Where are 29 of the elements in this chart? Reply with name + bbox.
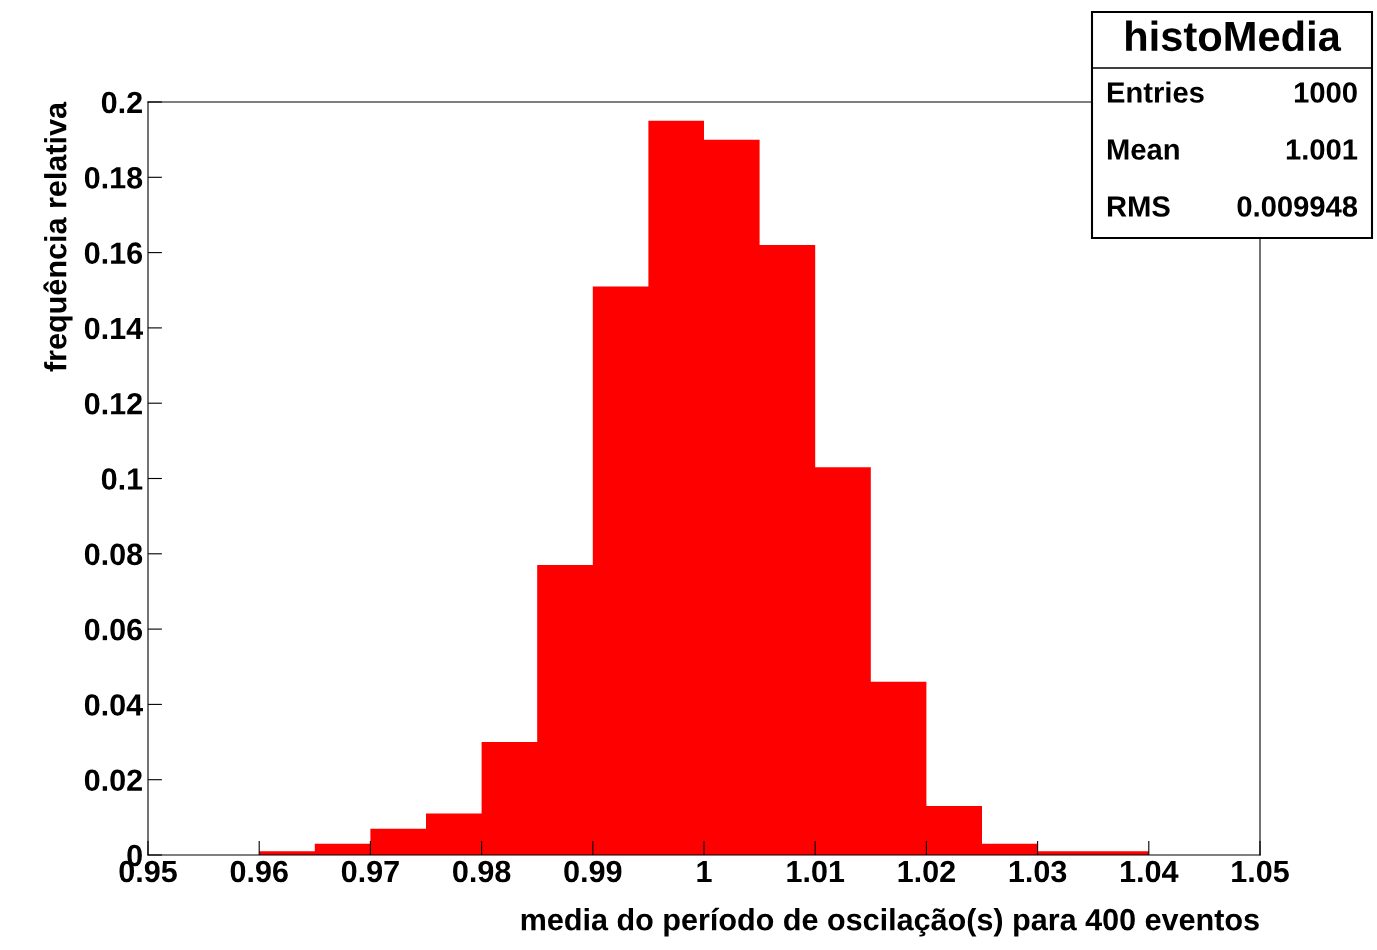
x-tick-label: 1.02 <box>898 860 955 883</box>
x-tick-label: 0.99 <box>564 860 622 883</box>
annotation: Mean <box>1107 139 1179 160</box>
x-axis-title: media do período de oscilação(s) para 400 eventos <box>521 907 1259 937</box>
y-tick-label: 0.02 <box>84 769 142 792</box>
y-tick-label: 0.16 <box>84 242 143 264</box>
y-tick-label: 0.2 <box>101 91 142 114</box>
y-tick-label: 0.18 <box>84 167 143 189</box>
y-axis-title: frequência relativa <box>43 101 73 372</box>
x-tick-label: 1 <box>697 860 712 882</box>
y-tick-label: 0.12 <box>84 392 142 415</box>
x-tick-label: 0.96 <box>230 860 288 883</box>
y-tick-label: 0.14 <box>84 317 143 340</box>
chart-title: histoMedia <box>1126 20 1342 52</box>
y-tick-label: 0.04 <box>84 694 143 716</box>
x-tick-label: 0.97 <box>341 860 399 883</box>
annotation: 0.009948 <box>1237 196 1358 217</box>
x-tick-label: 0.98 <box>453 860 511 883</box>
x-tick-label: 1.01 <box>787 860 845 883</box>
y-tick-label: 0.06 <box>84 618 143 641</box>
x-tick-label: 1.03 <box>1009 860 1067 883</box>
annotation: RMS <box>1107 196 1170 217</box>
y-tick-label: 0.08 <box>84 543 143 566</box>
x-tick-label: 1.04 <box>1120 860 1179 883</box>
text: 1.001 <box>1286 139 1358 160</box>
y-tick-label: 0.1 <box>101 468 143 490</box>
x-tick-label: 1.05 <box>1232 860 1289 883</box>
annotation: Entries <box>1107 81 1204 103</box>
text: 1000 <box>1294 82 1357 103</box>
